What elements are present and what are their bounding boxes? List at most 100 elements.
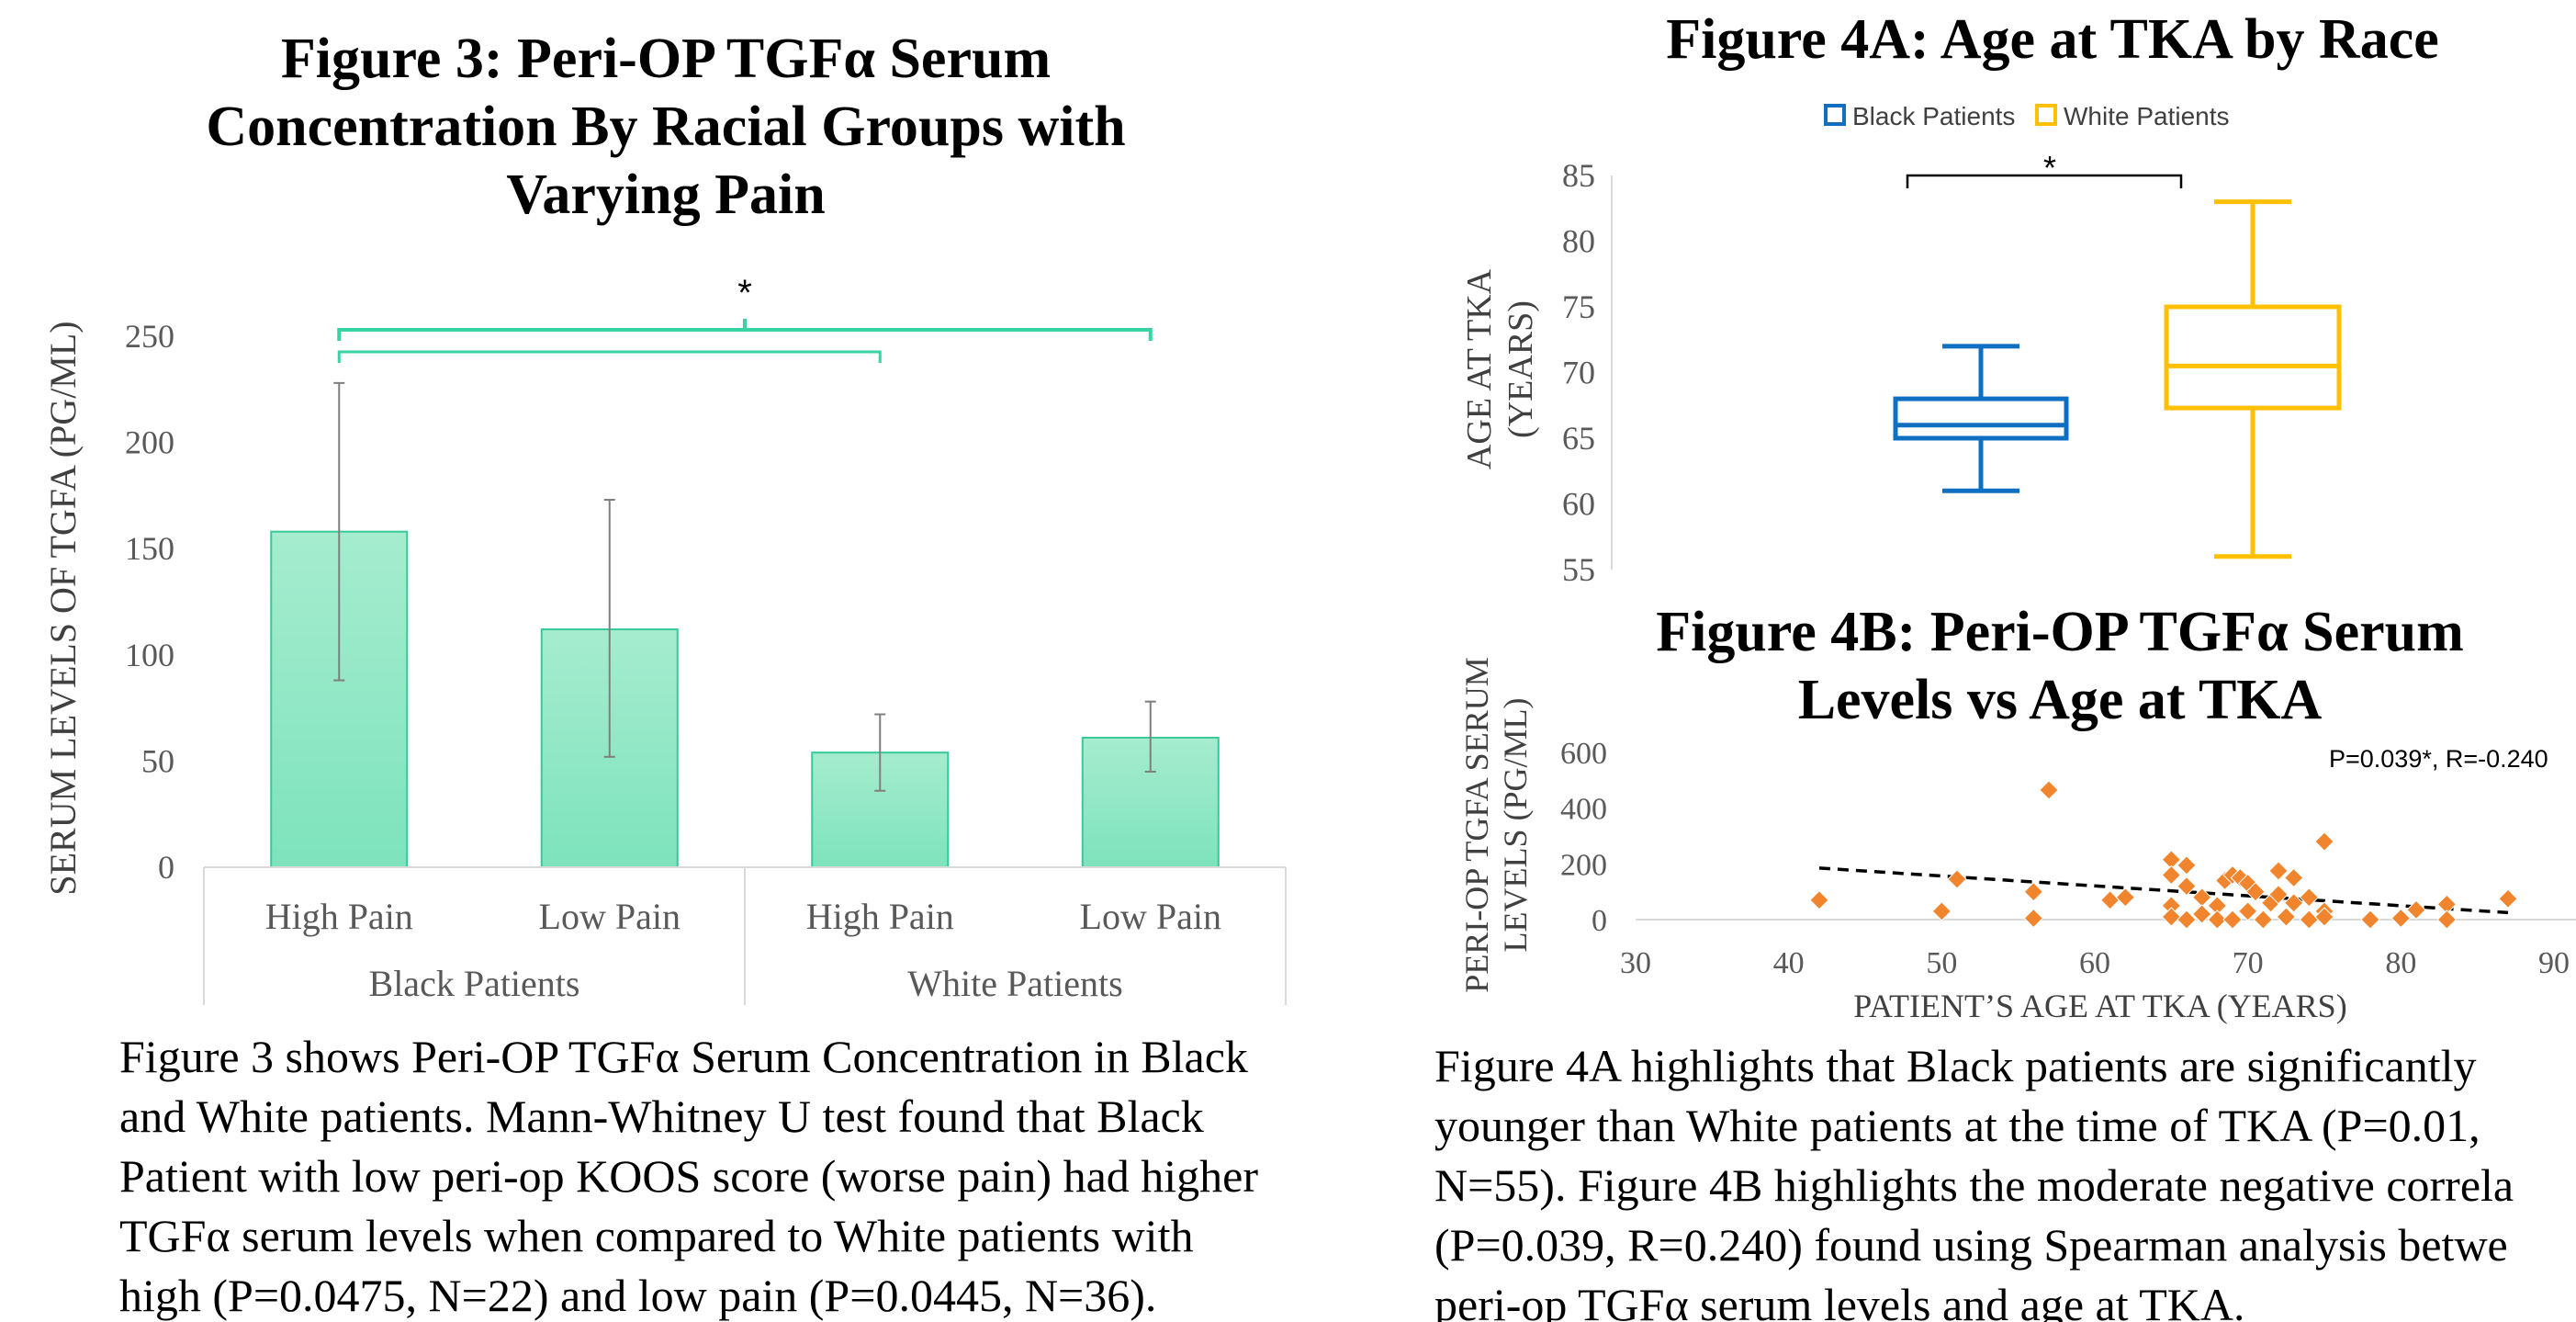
figure-3-y-tick-label: 200 (125, 424, 174, 461)
figure-4b-point (2498, 888, 2518, 909)
figure-4b-point (2253, 910, 2274, 930)
figure-4b-point (2222, 910, 2243, 930)
figure-4b-point (2268, 884, 2289, 905)
figure-4a-box-body (1893, 396, 2069, 441)
figure-4b-y-tick-label: 200 (1560, 848, 1607, 882)
figure-3-error-bar (603, 499, 615, 758)
figure-4b-point (1809, 890, 1829, 910)
figure-4b-point (2023, 908, 2044, 929)
figure-4b-title-line-1: Figure 4B: Peri-OP TGFα Serum (1656, 601, 2464, 663)
figure-4a-boxes (1893, 199, 2342, 559)
figure-4b-point (2177, 855, 2197, 876)
figure-4b-point (2099, 890, 2120, 910)
figure-3-category-label: High Pain (806, 896, 954, 937)
figure-3-bracket-high-pain (337, 350, 882, 363)
figure-4b-x-axis-label: PATIENT’S AGE AT TKA (YEARS) (1853, 988, 2346, 1024)
figure-4b-point (2177, 910, 2197, 930)
figure-4a-box (1893, 344, 2069, 493)
figure-3-title-line-1: Figure 3: Peri-OP TGFα Serum (281, 28, 1051, 90)
figure-3: Figure 3: Peri-OP TGFα Serum Concentrati… (42, 28, 1287, 1005)
figure-4b: Figure 4B: Peri-OP TGFα Serum Levels vs … (1458, 601, 2576, 1024)
figure-4b-x-tick-label: 30 (1620, 946, 1651, 980)
figure-4a: Figure 4A: Age at TKA by Race Black Pati… (1460, 8, 2439, 588)
figure-3-category-label: Low Pain (1080, 896, 1221, 937)
figure-4b-points (1809, 780, 2518, 930)
figure-4b-y-tick-label: 0 (1592, 904, 1607, 938)
figure-3-y-tick-label: 150 (125, 530, 174, 567)
figure-4b-point (2039, 780, 2059, 800)
figure-3-title-line-2: Concentration By Racial Groups with (206, 96, 1125, 158)
figure-4b-point (2207, 910, 2228, 930)
figure-4b-x-ticks: 30 40 50 60 70 80 90 (1620, 946, 2570, 980)
figure-4a-y-axis-label-line-1: AGE AT TKA (1460, 268, 1499, 469)
figure-4b-point (2191, 904, 2212, 924)
figure-4b-y-tick-label: 400 (1560, 793, 1607, 827)
figure-3-bar (811, 751, 950, 868)
figure-4b-point (2237, 901, 2258, 921)
figure-4b-trendline (1818, 866, 2509, 915)
legend-swatch-black-patients (1824, 104, 1846, 126)
figure-4b-point (2390, 908, 2412, 929)
figure-4a-significance-star: * (2043, 149, 2056, 186)
figure-4b-title-line-2: Levels vs Age at TKA (1798, 669, 2323, 731)
figure-3-y-axis-label: SERUM LEVELS OF TGFA (PG/ML) (42, 321, 84, 895)
figure-4b-y-axis-label-line-2: LEVELS (PG/ML) (1497, 698, 1534, 953)
figure-4-caption: Figure 4A highlights that Black patients… (1434, 1040, 2514, 1322)
figure-4b-point (2406, 899, 2426, 921)
figure-3-group-label: Black Patients (369, 963, 580, 1004)
figure-3-y-ticks: 0 50 100 150 200 250 (125, 318, 174, 886)
figure-4b-point (2245, 881, 2266, 902)
figure-4a-title: Figure 4A: Age at TKA by Race (1666, 8, 2439, 71)
figure-4a-y-tick-label: 70 (1562, 355, 1595, 391)
figure-4b-point (2436, 910, 2458, 930)
figure-4a-y-tick-label: 85 (1562, 157, 1595, 194)
figure-3-category-label: Low Pain (539, 896, 681, 937)
figure-4b-y-tick-label: 600 (1560, 737, 1607, 771)
figure-4a-y-tick-label: 65 (1562, 420, 1595, 457)
figure-3-y-tick-label: 250 (125, 318, 174, 355)
figure-3-bars (270, 530, 1220, 869)
figure-4b-point (2177, 876, 2197, 897)
figure-4b-point (2283, 893, 2304, 913)
figure-4b-point (2299, 887, 2320, 908)
figure-4b-point (2268, 861, 2289, 881)
figure-4b-x-tick-label: 60 (2079, 946, 2110, 980)
figure-3-category-label: High Pain (265, 896, 413, 937)
figure-4a-box-body (2164, 304, 2342, 411)
figure-3-error-bar (1144, 700, 1156, 773)
figure-3-y-tick-label: 50 (141, 742, 174, 779)
figure-3-group-label: White Patients (907, 963, 1122, 1004)
figure-4a-y-tick-label: 55 (1562, 551, 1595, 588)
figure-3-title-line-3: Varying Pain (506, 164, 825, 226)
figure-4a-significance-bracket (1906, 174, 2183, 188)
figure-3-significance-brackets (337, 319, 1153, 363)
figure-4b-point (2299, 910, 2320, 930)
figure-4b-point (2314, 907, 2334, 927)
figure-4b-x-tick-label: 50 (1926, 946, 1957, 980)
figure-4b-point (1931, 901, 1952, 921)
figure-4a-y-tick-label: 60 (1562, 486, 1595, 523)
figure-3-caption: Figure 3 shows Peri-OP TGFα Serum Concen… (119, 1031, 1258, 1321)
figure-3-error-bar (874, 713, 886, 792)
figure-3-bracket-low-pain (337, 319, 1153, 341)
figure-3-significance-star: * (737, 273, 752, 313)
figure-4b-point (1947, 869, 1967, 889)
figure-4b-point (2283, 867, 2304, 888)
legend-label-white-patients: White Patients (2064, 102, 2230, 130)
figure-4b-x-tick-label: 90 (2538, 946, 2570, 980)
figure-3-y-tick-label: 100 (125, 637, 174, 673)
figure-4a-box (2164, 199, 2342, 559)
legend-label-black-patients: Black Patients (1852, 102, 2015, 130)
figure-4a-y-ticks: 55 60 65 70 75 80 85 (1562, 157, 1613, 588)
figure-4b-stats-annotation: P=0.039*, R=-0.240 (2329, 745, 2548, 773)
figure-4b-y-axis-label-line-1: PERI-OP TGFA SERUM (1458, 657, 1495, 992)
figure-4a-legend: Black Patients White Patients (1824, 102, 2230, 130)
figure-4b-x-tick-label: 70 (2233, 946, 2264, 980)
legend-swatch-white-patients (2035, 104, 2057, 126)
figure-4b-point (2161, 864, 2182, 886)
figure-4a-y-axis-label-line-2: (YEARS) (1502, 300, 1540, 438)
figure-4b-x-tick-label: 80 (2385, 946, 2416, 980)
figure-3-x-axis: High Pain Low Pain High Pain Low Pain Black … (203, 866, 1287, 1005)
figure-4b-point (2314, 831, 2334, 852)
